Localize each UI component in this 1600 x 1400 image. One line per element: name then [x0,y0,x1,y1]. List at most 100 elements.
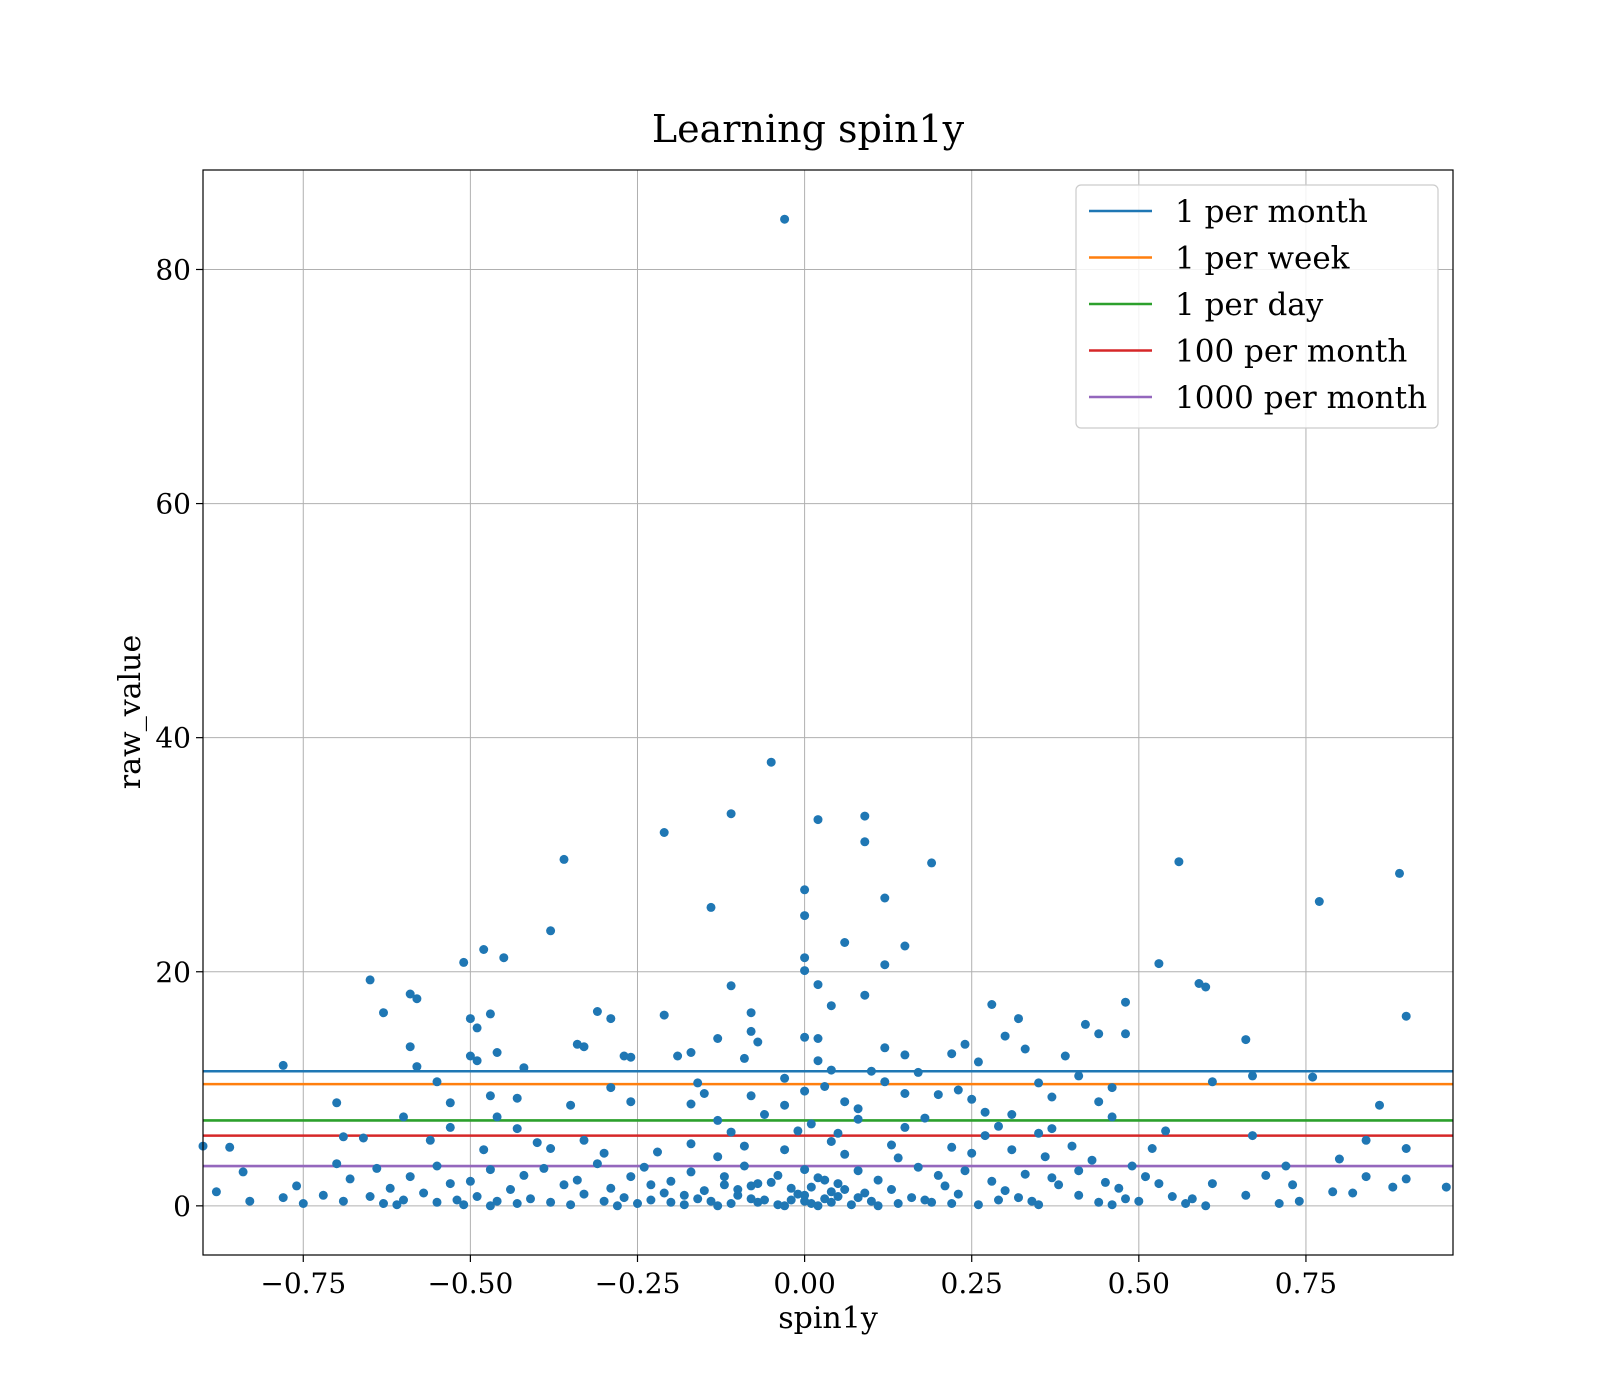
scatter-point [1047,1092,1057,1102]
scatter-point [392,1200,402,1210]
scatter-point [726,809,736,819]
x-tick-label: 0.50 [1108,1267,1170,1300]
scatter-point [1348,1188,1358,1198]
scatter-point [793,1189,803,1199]
x-tick-label: 0.25 [941,1267,1003,1300]
scatter-point [1094,1029,1104,1039]
scatter-point [719,1172,729,1182]
scatter-point [713,1152,723,1162]
scatter-point [1014,1014,1023,1024]
y-axis-ticks: 0 20 40 60 80 [155,253,203,1223]
scatter-point [713,1201,723,1211]
scatter-point [947,1142,957,1152]
scatter-point [853,1193,863,1203]
scatter-point [1014,1193,1023,1203]
scatter-point [472,1023,482,1033]
scatter-point [332,1159,342,1169]
scatter-point [907,1193,917,1203]
scatter-point [1207,1077,1217,1087]
scatter-point [579,1042,589,1052]
scatter-point [1107,1200,1117,1210]
scatter-point [719,1180,729,1190]
scatter-point [953,1085,963,1095]
scatter-point [800,1032,810,1042]
legend-label: 1 per month [1175,194,1368,230]
scatter-point [800,1190,810,1200]
legend-entries: 1 per month 1 per week 1 per day 100 per mo… [1089,194,1427,416]
scatter-point [626,1172,636,1182]
scatter-point [706,902,716,912]
scatter-point [960,1166,970,1176]
scatter-point [1308,1072,1318,1082]
scatter-point [820,1175,830,1185]
scatter-point [1194,979,1204,988]
scatter-point [512,1093,522,1103]
scatter-point [860,990,870,1000]
scatter-point [739,1141,749,1151]
scatter-point [806,1119,816,1129]
scatter-point [900,1122,910,1132]
scatter-point [973,1200,983,1210]
scatter-point [1441,1182,1451,1192]
scatter-point [412,994,422,1004]
scatter-point [532,1138,542,1148]
scatter-point [646,1195,656,1205]
scatter-point [492,1196,502,1206]
scatter-point [1127,1161,1137,1171]
chart-title: Learning spin1y [652,107,965,151]
scatter-point [526,1194,535,1204]
scatter-point [1007,1145,1017,1155]
scatter-point [753,1179,763,1189]
scatter-point [987,1176,997,1186]
scatter-point [880,1043,890,1053]
scatter-point [666,1197,676,1207]
scatter-point [1241,1035,1251,1045]
scatter-point [726,1199,736,1208]
scatter-point [1114,1183,1124,1193]
scatter-point [1047,1173,1057,1183]
scatter-point [780,1073,790,1083]
scatter-point [539,1163,549,1173]
scatter-point [746,1194,756,1204]
scatter-point [893,1199,903,1208]
scatter-point [465,1176,475,1186]
scatter-point [465,1051,475,1061]
scatter-point [1087,1155,1097,1165]
scatter-point [920,1113,930,1123]
x-tick-label: 0.75 [1275,1267,1337,1300]
scatter-point [887,1140,896,1150]
scatter-point [358,1133,368,1143]
scatter-point [519,1063,529,1073]
scatter-point [1020,1169,1030,1179]
scatter-point [666,1176,676,1186]
scatter-point [994,1195,1003,1205]
scatter-point [739,1053,749,1063]
legend-box [1075,184,1439,429]
x-tick-label: −0.75 [260,1267,346,1300]
scatter-point [318,1190,328,1200]
scatter-point [913,1162,923,1172]
scatter-point [1154,959,1164,969]
scatter-point [826,1187,836,1197]
scatter-point [806,1182,816,1192]
scatter-point [960,1039,970,1049]
scatter-point [639,1162,649,1172]
scatter-point [592,1007,602,1016]
scatter-point [967,1094,977,1104]
scatter-point [933,1090,943,1100]
scatter-point [405,989,415,999]
scatter-point [1147,1144,1157,1153]
scatter-point [1201,982,1211,992]
scatter-point [786,1183,796,1193]
scatter-point [699,1186,709,1196]
scatter-point [1007,1110,1017,1119]
scatter-point [559,854,569,864]
scatter-point [465,1014,475,1024]
scatter-point [753,1037,763,1047]
scatter-point [980,1131,990,1141]
scatter-point [1100,1177,1110,1187]
scatter-point [994,1121,1003,1131]
scatter-point [379,1199,388,1208]
scatter-point [933,1170,943,1180]
scatter-point [238,1167,248,1177]
